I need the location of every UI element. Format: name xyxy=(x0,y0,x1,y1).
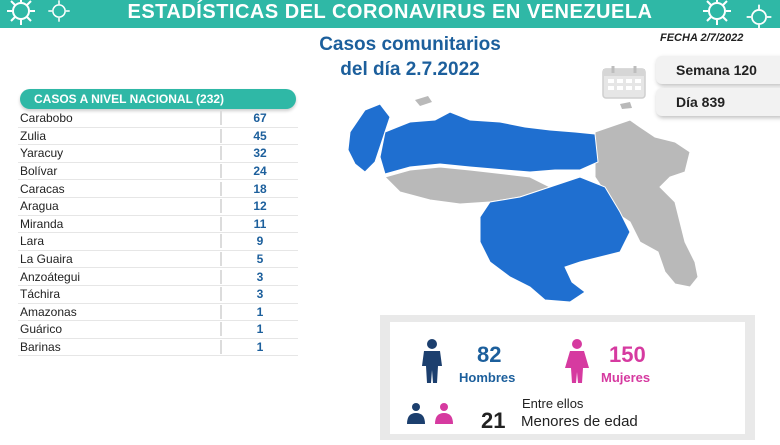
table-row: Barinas 1 xyxy=(18,339,298,357)
table-header: CASOS A NIVEL NACIONAL (232) xyxy=(20,89,296,109)
case-count: 5 xyxy=(220,252,298,267)
case-count: 32 xyxy=(220,146,298,161)
case-count: 18 xyxy=(220,181,298,196)
case-count: 1 xyxy=(220,340,298,355)
venezuela-map xyxy=(347,96,699,303)
men-label: Hombres xyxy=(459,370,516,385)
state-name: Amazonas xyxy=(20,304,77,319)
virus-icon xyxy=(703,0,731,25)
table-row: Aragua 12 xyxy=(18,198,298,216)
virus-icon xyxy=(7,0,35,25)
subtitle-line1: Casos comunitarios xyxy=(319,34,501,55)
state-name: Aragua xyxy=(20,199,59,214)
case-count: 45 xyxy=(220,128,298,143)
women-label: Mujeres xyxy=(601,370,651,385)
map-island xyxy=(620,102,632,109)
table-row: Carabobo 67 xyxy=(18,110,298,128)
state-name: Lara xyxy=(20,234,45,249)
map-region-blue xyxy=(379,111,599,175)
case-count: 1 xyxy=(220,322,298,337)
women-count: 150 xyxy=(609,342,646,367)
state-name: Anzoátegui xyxy=(20,269,81,284)
table-row: Amazonas 1 xyxy=(18,304,298,322)
virus-icon xyxy=(746,4,772,30)
map-island xyxy=(415,96,432,106)
minors-icon xyxy=(407,403,453,424)
case-count: 67 xyxy=(220,111,298,126)
subtitle: Casos comunitarios del día 2.7.2022 xyxy=(250,32,570,82)
table-row: Táchira 3 xyxy=(18,286,298,304)
table-row: Miranda 11 xyxy=(18,216,298,234)
map-region-blue xyxy=(479,176,631,303)
woman-icon xyxy=(565,339,589,383)
state-name: Guárico xyxy=(20,322,63,337)
cases-table: Carabobo 67 Zulia 45 Yaracuy 32 Bolívar 24 Carac… xyxy=(18,110,298,357)
minors-count: 21 xyxy=(481,408,506,433)
virus-icon xyxy=(48,0,70,22)
state-name: Yaracuy xyxy=(20,146,64,161)
day-badge: Día 839 xyxy=(656,88,780,116)
state-name: Carabobo xyxy=(20,111,73,126)
table-row: La Guaira 5 xyxy=(18,251,298,269)
table-row: Bolívar 24 xyxy=(18,163,298,181)
map-region-blue xyxy=(347,103,391,173)
date-label: FECHA 2/7/2022 xyxy=(660,32,744,44)
table-row: Yaracuy 32 xyxy=(18,145,298,163)
table-row: Guárico 1 xyxy=(18,321,298,339)
case-count: 1 xyxy=(220,304,298,319)
map-region-gray xyxy=(594,119,699,288)
subtitle-line2: del día 2.7.2022 xyxy=(340,59,480,80)
table-row: Caracas 18 xyxy=(18,180,298,198)
state-name: Bolívar xyxy=(20,164,58,179)
week-badge: Semana 120 xyxy=(656,56,780,84)
state-name: Zulia xyxy=(20,128,47,143)
minors-label-top: Entre ellos xyxy=(522,396,584,411)
case-count: 24 xyxy=(220,164,298,179)
men-count: 82 xyxy=(477,342,502,367)
table-row: Lara 9 xyxy=(18,233,298,251)
page-title: ESTADÍSTICAS DEL CORONAVIRUS EN VENEZUEL… xyxy=(127,1,653,23)
man-icon xyxy=(422,339,442,383)
case-count: 12 xyxy=(220,199,298,214)
case-count: 3 xyxy=(220,269,298,284)
minors-label: Menores de edad xyxy=(521,413,638,430)
calendar-icon xyxy=(602,66,646,99)
case-count: 11 xyxy=(220,216,298,231)
case-count: 9 xyxy=(220,234,298,249)
case-count: 3 xyxy=(220,287,298,302)
state-name: La Guaira xyxy=(20,252,73,267)
table-row: Anzoátegui 3 xyxy=(18,268,298,286)
state-name: Barinas xyxy=(20,340,61,355)
state-name: Táchira xyxy=(20,287,61,302)
table-row: Zulia 45 xyxy=(18,128,298,146)
state-name: Miranda xyxy=(20,216,64,231)
state-name: Caracas xyxy=(20,181,65,196)
header-banner: ESTADÍSTICAS DEL CORONAVIRUS EN VENEZUEL… xyxy=(0,0,780,30)
